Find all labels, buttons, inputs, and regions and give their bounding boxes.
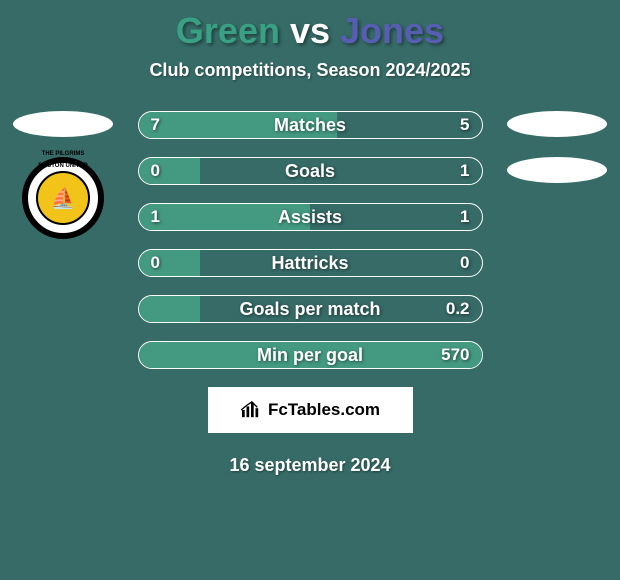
stat-label: Goals [139, 158, 482, 184]
right-ellipse-1 [507, 111, 607, 137]
right-side-column [502, 111, 612, 183]
stat-label: Hattricks [139, 250, 482, 276]
player-left-name: Green [176, 10, 280, 51]
club-badge-left: ⛵ BOSTON UNITED THE PILGRIMS [22, 157, 104, 239]
stat-row: 0Goals1 [138, 157, 483, 185]
stats-bars: 7Matches50Goals11Assists10Hattricks0Goal… [138, 111, 483, 369]
left-ellipse [13, 111, 113, 137]
content-area: ⛵ BOSTON UNITED THE PILGRIMS 7Matches50G… [0, 111, 620, 476]
stat-row: Goals per match0.2 [138, 295, 483, 323]
stat-right-value: 0 [460, 250, 469, 276]
stat-right-value: 1 [460, 158, 469, 184]
stat-right-value: 1 [460, 204, 469, 230]
stat-row: 7Matches5 [138, 111, 483, 139]
player-right-name: Jones [340, 10, 444, 51]
bar-chart-icon [240, 401, 262, 419]
subtitle: Club competitions, Season 2024/2025 [0, 60, 620, 81]
stat-label: Matches [139, 112, 482, 138]
stat-row: 1Assists1 [138, 203, 483, 231]
stat-row: 0Hattricks0 [138, 249, 483, 277]
stat-right-value: 570 [441, 342, 469, 368]
stat-label: Goals per match [139, 296, 482, 322]
badge-bottom-text: THE PILGRIMS [22, 151, 104, 233]
stat-row: Min per goal570 [138, 341, 483, 369]
stat-right-value: 5 [460, 112, 469, 138]
footer-brand-text: FcTables.com [268, 400, 380, 420]
stat-label: Assists [139, 204, 482, 230]
vs-text: vs [290, 10, 330, 51]
comparison-card: Green vs Jones Club competitions, Season… [0, 0, 620, 580]
stat-right-value: 0.2 [446, 296, 470, 322]
footer-brand-box: FcTables.com [208, 387, 413, 433]
left-side-column: ⛵ BOSTON UNITED THE PILGRIMS [8, 111, 118, 239]
stat-label: Min per goal [139, 342, 482, 368]
right-ellipse-2 [507, 157, 607, 183]
date-text: 16 september 2024 [0, 455, 620, 476]
page-title: Green vs Jones [0, 10, 620, 52]
